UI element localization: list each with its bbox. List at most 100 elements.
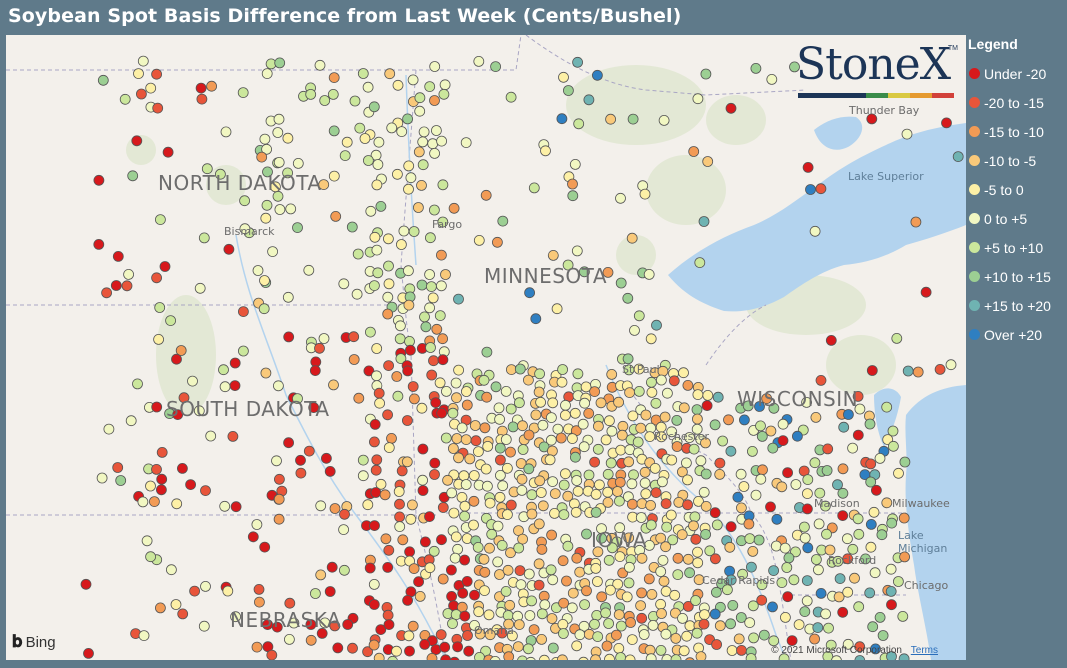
basis-point[interactable] [320, 452, 332, 464]
basis-point[interactable] [743, 518, 755, 530]
basis-point[interactable] [692, 389, 704, 401]
basis-point[interactable] [429, 61, 441, 72]
basis-point[interactable] [359, 133, 371, 144]
basis-point[interactable] [453, 364, 465, 376]
basis-point[interactable] [557, 619, 569, 630]
basis-point[interactable] [842, 586, 854, 598]
basis-point[interactable] [504, 599, 516, 611]
basis-point[interactable] [748, 632, 759, 644]
basis-point[interactable] [678, 402, 690, 414]
basis-point[interactable] [172, 409, 184, 421]
basis-point[interactable] [871, 484, 882, 496]
basis-point[interactable] [657, 555, 669, 566]
basis-point[interactable] [141, 535, 153, 547]
basis-point[interactable] [755, 473, 767, 485]
basis-point[interactable] [303, 445, 315, 457]
basis-point[interactable] [768, 635, 780, 647]
basis-point[interactable] [429, 457, 441, 469]
basis-point[interactable] [535, 487, 547, 498]
basis-point[interactable] [666, 454, 678, 466]
basis-point[interactable] [860, 553, 871, 565]
basis-point[interactable] [484, 497, 496, 509]
basis-point[interactable] [668, 375, 680, 387]
basis-point[interactable] [398, 225, 410, 237]
basis-point[interactable] [626, 478, 638, 490]
basis-point[interactable] [700, 437, 711, 449]
basis-point[interactable] [893, 576, 904, 587]
basis-point[interactable] [481, 480, 493, 492]
basis-point[interactable] [483, 609, 495, 621]
basis-point[interactable] [782, 591, 794, 603]
basis-point[interactable] [328, 72, 340, 83]
basis-point[interactable] [635, 600, 646, 611]
basis-point[interactable] [700, 528, 711, 540]
basis-point[interactable] [503, 618, 515, 630]
basis-point[interactable] [391, 371, 403, 382]
basis-point[interactable] [194, 282, 206, 294]
basis-point[interactable] [417, 443, 429, 455]
basis-point[interactable] [506, 630, 518, 642]
basis-point[interactable] [171, 498, 183, 510]
basis-point[interactable] [110, 280, 122, 291]
basis-point[interactable] [445, 564, 457, 576]
basis-point[interactable] [660, 628, 672, 640]
basis-point[interactable] [811, 554, 822, 565]
basis-point[interactable] [644, 431, 656, 443]
basis-point[interactable] [558, 597, 569, 609]
basis-point[interactable] [437, 573, 449, 585]
basis-point[interactable] [314, 59, 326, 71]
basis-point[interactable] [770, 540, 782, 552]
basis-point[interactable] [514, 565, 526, 576]
basis-point[interactable] [651, 319, 662, 331]
basis-point[interactable] [383, 360, 395, 372]
basis-point[interactable] [338, 524, 350, 536]
basis-point[interactable] [725, 618, 736, 630]
basis-point[interactable] [698, 618, 710, 630]
basis-point[interactable] [677, 613, 688, 624]
basis-point[interactable] [364, 326, 376, 338]
basis-point[interactable] [457, 587, 469, 599]
basis-point[interactable] [464, 453, 476, 465]
basis-point[interactable] [198, 620, 210, 632]
basis-point[interactable] [562, 540, 574, 552]
basis-point[interactable] [689, 511, 701, 523]
basis-point[interactable] [247, 531, 259, 543]
basis-point[interactable] [440, 432, 452, 444]
basis-point[interactable] [362, 81, 374, 93]
basis-point[interactable] [305, 89, 317, 100]
basis-point[interactable] [494, 413, 506, 425]
basis-point[interactable] [822, 443, 834, 455]
basis-point[interactable] [736, 502, 747, 514]
basis-point[interactable] [319, 95, 331, 106]
basis-point[interactable] [812, 622, 824, 633]
basis-point[interactable] [200, 485, 211, 497]
basis-point[interactable] [756, 594, 768, 606]
basis-point[interactable] [578, 620, 590, 632]
basis-point[interactable] [810, 411, 822, 423]
basis-point[interactable] [815, 374, 827, 386]
basis-point[interactable] [468, 470, 480, 481]
basis-point[interactable] [567, 190, 579, 202]
basis-point[interactable] [881, 401, 893, 413]
basis-point[interactable] [615, 620, 627, 632]
basis-point[interactable] [259, 133, 271, 145]
basis-point[interactable] [799, 521, 810, 533]
basis-point[interactable] [676, 529, 688, 541]
basis-point[interactable] [292, 393, 303, 405]
basis-point[interactable] [368, 436, 380, 448]
basis-point[interactable] [562, 259, 574, 271]
basis-point[interactable] [535, 396, 546, 408]
basis-point[interactable] [698, 486, 710, 498]
basis-point[interactable] [375, 200, 387, 212]
basis-point[interactable] [534, 368, 545, 380]
basis-point[interactable] [579, 266, 590, 278]
basis-point[interactable] [571, 552, 583, 564]
basis-point[interactable] [329, 503, 341, 514]
basis-point[interactable] [581, 528, 592, 540]
basis-point[interactable] [799, 606, 811, 617]
basis-point[interactable] [96, 472, 108, 484]
basis-point[interactable] [690, 533, 702, 545]
basis-point[interactable] [789, 61, 800, 73]
basis-point[interactable] [368, 599, 380, 610]
basis-point[interactable] [756, 579, 768, 591]
